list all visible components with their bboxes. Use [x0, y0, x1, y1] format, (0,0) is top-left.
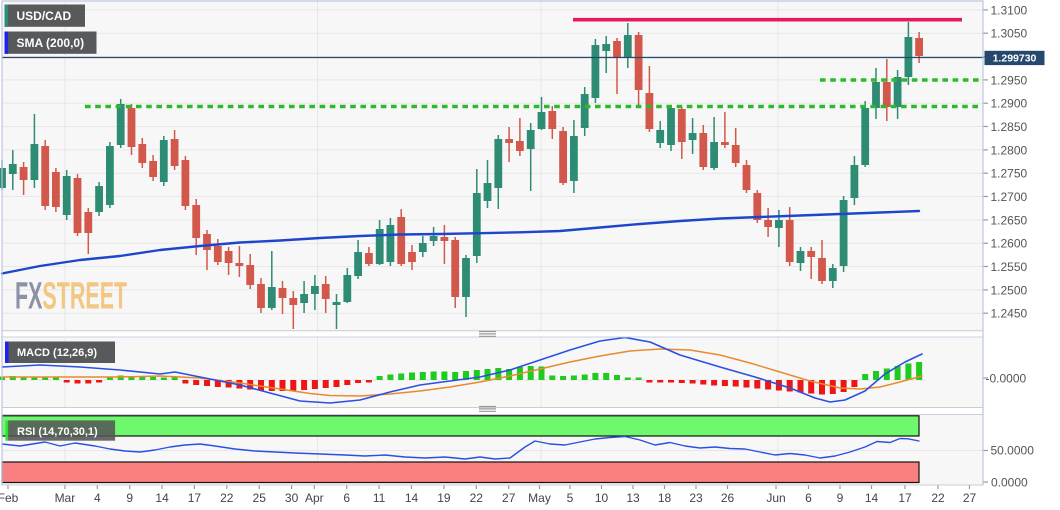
svg-text:13: 13	[626, 491, 640, 505]
svg-text:1.2650: 1.2650	[991, 213, 1028, 227]
svg-text:22: 22	[470, 491, 484, 505]
svg-text:5: 5	[567, 491, 574, 505]
svg-text:30: 30	[285, 491, 299, 505]
svg-text:1.2750: 1.2750	[991, 167, 1028, 181]
svg-text:26: 26	[721, 491, 735, 505]
svg-text:Feb: Feb	[0, 491, 19, 505]
svg-text:Apr: Apr	[305, 491, 324, 505]
svg-text:6: 6	[805, 491, 812, 505]
svg-text:19: 19	[437, 491, 451, 505]
svg-text:1.2450: 1.2450	[991, 307, 1028, 321]
svg-text:May: May	[528, 491, 551, 505]
svg-text:9: 9	[126, 491, 133, 505]
svg-text:1.2500: 1.2500	[991, 283, 1028, 297]
svg-text:50.0000: 50.0000	[991, 444, 1035, 458]
svg-text:1.2900: 1.2900	[991, 97, 1028, 111]
svg-text:25: 25	[253, 491, 267, 505]
svg-text:1.2950: 1.2950	[991, 73, 1028, 87]
svg-text:1.2550: 1.2550	[991, 260, 1028, 274]
svg-text:27: 27	[502, 491, 516, 505]
svg-text:17: 17	[898, 491, 912, 505]
svg-text:1.299730: 1.299730	[993, 53, 1037, 65]
svg-text:RSI (14,70,30,1): RSI (14,70,30,1)	[17, 426, 98, 438]
svg-text:9: 9	[837, 491, 844, 505]
svg-text:1.2700: 1.2700	[991, 190, 1028, 204]
svg-text:11: 11	[373, 491, 386, 505]
svg-text:17: 17	[188, 491, 202, 505]
svg-text:14: 14	[865, 491, 879, 505]
svg-text:18: 18	[658, 491, 672, 505]
svg-text:1.2800: 1.2800	[991, 143, 1028, 157]
svg-text:1.2850: 1.2850	[991, 120, 1028, 134]
svg-text:14: 14	[155, 491, 169, 505]
svg-text:10: 10	[595, 491, 609, 505]
svg-text:14: 14	[405, 491, 419, 505]
svg-text:USD/CAD: USD/CAD	[17, 9, 72, 23]
svg-text:Mar: Mar	[55, 491, 76, 505]
svg-text:27: 27	[963, 491, 977, 505]
svg-text:0.0000: 0.0000	[991, 475, 1028, 489]
svg-text:FXSTREET: FXSTREET	[15, 274, 127, 317]
svg-text:4: 4	[94, 491, 101, 505]
svg-text:23: 23	[689, 491, 703, 505]
svg-text:6: 6	[343, 491, 350, 505]
svg-text:-0.0000: -0.0000	[986, 371, 1027, 385]
svg-text:1.3100: 1.3100	[991, 3, 1028, 17]
svg-text:1.2600: 1.2600	[991, 237, 1028, 251]
svg-text:22: 22	[931, 491, 945, 505]
svg-text:Jun: Jun	[766, 491, 785, 505]
svg-text:1.3050: 1.3050	[991, 27, 1028, 41]
svg-text:22: 22	[220, 491, 234, 505]
svg-text:MACD (12,26,9): MACD (12,26,9)	[17, 347, 97, 359]
svg-text:SMA (200,0): SMA (200,0)	[17, 36, 85, 50]
